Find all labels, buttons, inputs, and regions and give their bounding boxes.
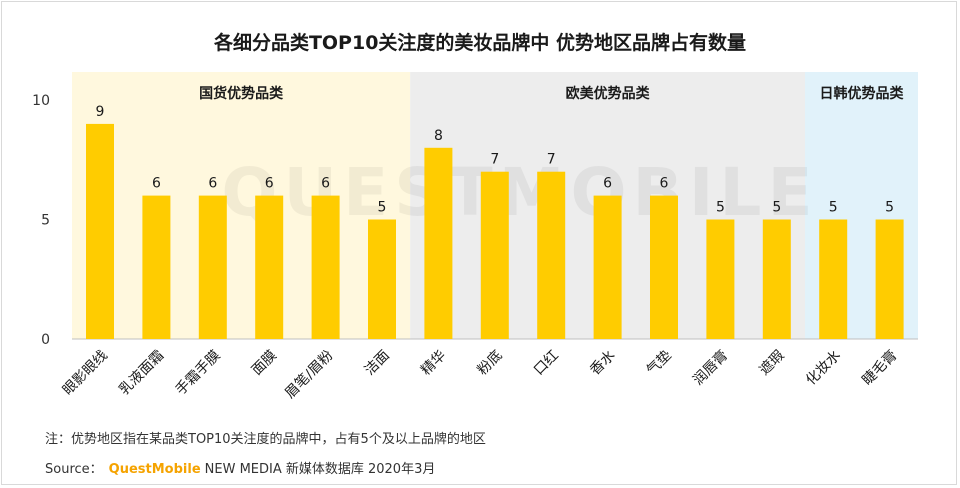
bar [537,171,566,339]
data-label: 5 [829,200,838,216]
category-label: 眉笔/眉粉 [282,348,336,402]
category-label: 眼影眼线 [60,348,111,399]
category-label: 洁面 [362,348,393,379]
source-line: Source： QuestMobile NEW MEDIA 新媒体数据库 2020年… [45,458,435,477]
source-rest: NEW MEDIA 新媒体数据库 2020年3月 [204,462,436,477]
bar-chart: 国货优势品类 欧美优势品类 日韩优势品类 QUESTMOBILE 0 5 10 9 眼影眼线 6 乳… [32,72,918,402]
bar [762,219,791,339]
category-label: 手霜手膜 [173,348,224,399]
group-label: 国货优势品类 [199,85,284,102]
watermark: QUESTMOBILE [221,154,818,231]
data-label: 6 [265,176,274,192]
category-label: 粉底 [475,348,506,379]
category-label: 面膜 [249,348,280,379]
bar [142,195,171,339]
data-label: 7 [490,152,499,168]
category-label: 化妆水 [803,348,844,389]
bar [198,195,227,339]
category-label: 气垫 [644,348,675,379]
data-label: 6 [321,176,330,192]
chart-title: 各细分品类TOP10关注度的美妆品牌中 优势地区品牌占有数量 [213,32,747,54]
data-label: 5 [378,200,387,216]
bar [255,195,284,339]
bar [593,195,622,339]
data-label: 6 [660,176,669,192]
y-tick-label: 0 [41,332,50,348]
data-label: 5 [772,200,781,216]
data-label: 6 [603,176,612,192]
category-label: 遮瑕 [757,348,788,379]
data-label: 7 [547,152,556,168]
data-label: 5 [885,200,894,216]
category-label: 润唇膏 [690,347,732,389]
data-label: 8 [434,128,443,144]
source-prefix: Source： [45,462,103,477]
bar [875,219,904,339]
data-label: 5 [716,200,725,216]
bar [480,171,509,339]
group-background [72,72,411,339]
category-label: 精华 [418,348,449,379]
bar [706,219,735,339]
group-label: 欧美优势品类 [566,85,651,102]
bar [424,147,453,339]
data-label: 6 [208,176,217,192]
bar [650,195,678,339]
source-brand: QuestMobile [108,462,201,477]
category-label: 香水 [587,348,618,379]
bar [368,219,396,339]
category-label: 乳液面霜 [116,348,167,399]
y-tick-label: 5 [41,213,50,229]
footnote: 注：优势地区指在某品类TOP10关注度的品牌中，占有5个及以上品牌的地区 [45,432,486,447]
bar [819,219,848,339]
data-label: 9 [96,104,105,120]
group-label: 日韩优势品类 [820,85,905,102]
data-label: 6 [152,176,161,192]
category-label: 口红 [531,348,562,379]
category-label: 睫毛膏 [859,347,901,389]
bar [86,123,114,340]
y-tick-label: 10 [32,93,50,109]
bar [311,195,340,339]
